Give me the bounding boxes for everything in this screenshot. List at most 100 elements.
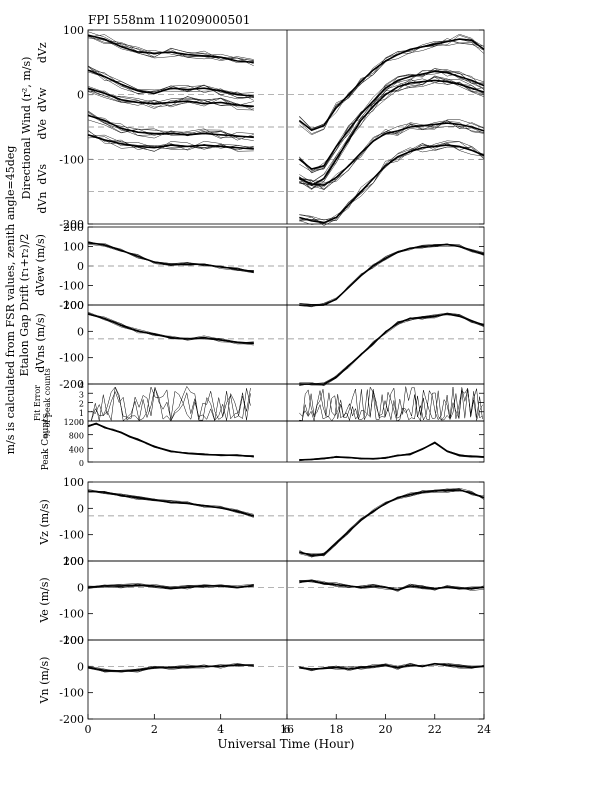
ensemble-line (299, 312, 485, 387)
dvew-label: dVew (m/s) (34, 234, 47, 296)
series-line (299, 489, 485, 557)
x-tick-label: 6 (284, 723, 291, 736)
series-line-dVz (87, 34, 254, 64)
ensemble-line (87, 89, 254, 111)
ensemble-line (87, 34, 254, 61)
ensemble-line (87, 119, 254, 138)
series-line (87, 490, 255, 517)
ensemble-line (299, 314, 485, 387)
ensemble-line (87, 113, 254, 141)
y-tick-label: -200 (59, 634, 84, 647)
ensemble-line (299, 487, 485, 555)
panel-ve: 100 0 -100 -200 (59, 555, 485, 647)
y-tick-label: -100 (59, 687, 84, 700)
dvns-label: dVns (m/s) (34, 313, 47, 373)
series-line (299, 313, 485, 385)
ensemble-line (87, 69, 254, 99)
y-tick-label: -100 (59, 608, 84, 621)
ensemble-line (299, 244, 485, 308)
y-tick-label: 100 (63, 241, 84, 254)
series-line-dVn (299, 144, 485, 224)
panel-peak-counts: 1200 800 400 0 (64, 418, 485, 468)
series-line-dVe (298, 79, 485, 187)
peak-counts-label: Peak Counts (41, 413, 51, 470)
x-axis-group: 0 2 4 616 18 20 22 24 (85, 714, 491, 736)
y-tick-label: 0 (77, 581, 84, 594)
ensemble-line (299, 125, 485, 190)
x-tick-label: 22 (428, 723, 442, 736)
ensemble-line (87, 86, 254, 109)
ensemble-line (299, 75, 485, 182)
series-line (299, 243, 485, 306)
x-tick-label: 4 (217, 723, 224, 736)
fit-error-sublabel: % of peak counts (43, 368, 52, 437)
y-tick-label: 0 (77, 260, 84, 273)
ensemble-line (299, 76, 485, 190)
y-tick-label: 100 (63, 634, 84, 647)
ensemble-line (299, 243, 485, 307)
x-tick-label: 2 (151, 723, 158, 736)
y-tick-label: 1200 (64, 418, 84, 427)
panel-frame (87, 383, 485, 422)
ensemble-line (87, 112, 254, 139)
x-tick-label: 18 (329, 723, 343, 736)
y-tick-label: 1 (79, 409, 84, 418)
ensemble-line (299, 40, 485, 129)
y-tick-label: 0 (79, 459, 84, 468)
ensemble-line (87, 491, 254, 518)
y-tick-label: -200 (59, 299, 84, 312)
panel-frame (87, 481, 485, 562)
y-tick-label: 3 (79, 390, 84, 399)
ensemble-line (299, 140, 485, 221)
y-tick-label: 400 (69, 445, 84, 454)
y-tick-label: -100 (59, 280, 84, 293)
series-line (87, 241, 254, 273)
y-tick-label: -200 (59, 713, 84, 726)
ensemble-line (299, 488, 485, 558)
ensemble-line (299, 488, 485, 558)
y-tick-label: 2 (79, 400, 84, 409)
ve-label: Ve (m/s) (38, 577, 51, 623)
ensemble-line (299, 146, 485, 225)
series-line-dVw (87, 69, 254, 97)
panel-frame (87, 29, 485, 225)
y-tick-label: 100 (63, 299, 84, 312)
series-line-dVs (87, 114, 254, 139)
series-line (87, 313, 254, 345)
x-tick-label: 0 (85, 723, 92, 736)
ensemble-line (299, 120, 485, 190)
ensemble-line (299, 143, 485, 226)
zenith-note: m/s is calculated from FSR values, zenit… (4, 146, 17, 455)
ensemble-line (299, 312, 485, 386)
ensemble-line (87, 88, 254, 107)
ensemble-line (87, 110, 254, 138)
series-line-dVs (298, 122, 485, 187)
vz-label: Vz (m/s) (38, 499, 51, 546)
figure-title: FPI 558nm 110209000501 (88, 13, 250, 27)
panel-frame (87, 560, 485, 641)
x-tick-label: 20 (379, 723, 393, 736)
ensemble-line (299, 313, 485, 386)
panel-dvew: 200 100 0 -100 -200 (59, 221, 485, 312)
panel-frame (87, 226, 485, 306)
ensemble-line (87, 34, 254, 67)
y-tick-label: 4 (79, 381, 84, 390)
y-tick-label: 0 (77, 325, 84, 338)
series-line (299, 662, 485, 670)
series-line (299, 441, 485, 461)
fit-error-line (299, 386, 483, 422)
series-line (299, 579, 485, 591)
ensemble-line (299, 243, 485, 307)
y-tick-label: 0 (77, 89, 84, 102)
series-line-dVw (298, 70, 485, 170)
y-tick-label: -100 (59, 529, 84, 542)
fit-error-label: Fit Error (33, 385, 42, 421)
y-tick-label: 200 (63, 555, 84, 568)
y-tick-label: -100 (59, 352, 84, 365)
ensemble-line (299, 243, 485, 305)
panel-dvns: 100 0 -100 -200 (59, 299, 485, 391)
ensemble-line (299, 488, 485, 557)
panel-vn: 100 0 -100 -200 (59, 634, 485, 726)
y-tick-label: 0 (77, 502, 84, 515)
